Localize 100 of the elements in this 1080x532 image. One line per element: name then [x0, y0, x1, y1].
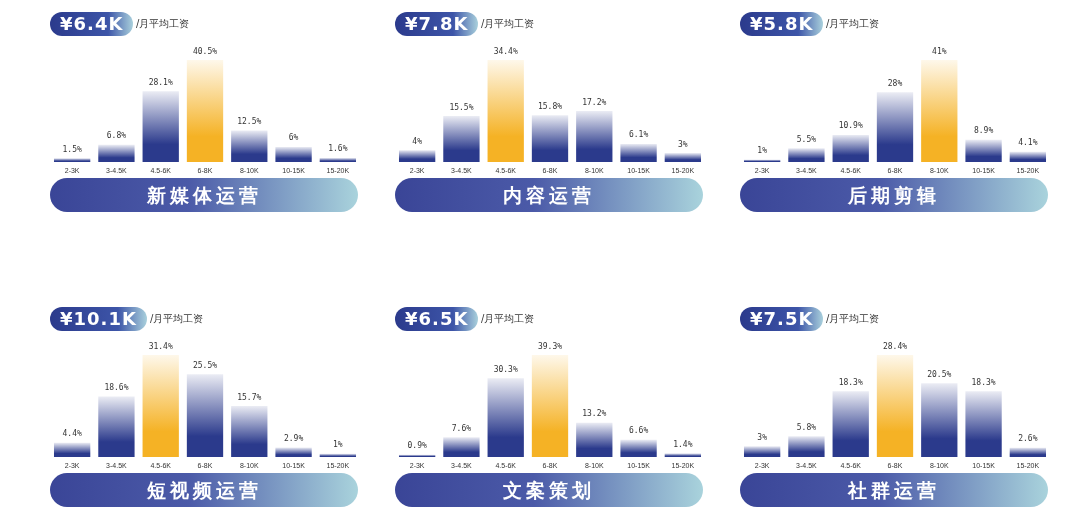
- data-label: 34.4%: [493, 46, 518, 56]
- bar: [319, 453, 357, 457]
- bar: [319, 157, 357, 162]
- data-label: 2.9%: [283, 434, 304, 444]
- bar: [186, 374, 224, 457]
- bar: [788, 148, 825, 162]
- chart-subtitle: ¥7.5K: [740, 307, 824, 331]
- data-label: 17.2%: [582, 97, 607, 107]
- data-label: 28.4%: [882, 341, 908, 351]
- data-label: 8.9%: [973, 126, 994, 136]
- bar: [275, 146, 312, 162]
- data-label: 31.4%: [148, 341, 173, 351]
- chart-subtitle: ¥5.8K: [740, 12, 824, 36]
- bar: [788, 436, 825, 457]
- data-label: 4%: [412, 136, 423, 146]
- data-label: 3%: [757, 432, 768, 442]
- bar: [487, 60, 524, 162]
- data-label: 6.6%: [628, 426, 649, 436]
- chart-subtitle: ¥10.1K: [50, 307, 147, 331]
- data-label: 1.4%: [673, 439, 693, 449]
- data-label: 6%: [288, 133, 299, 143]
- bar: [620, 143, 657, 162]
- text: 后期剪辑: [740, 178, 1048, 212]
- bar: [487, 378, 524, 457]
- bar: [186, 60, 224, 162]
- bar: [876, 355, 914, 457]
- data-label: 1%: [757, 146, 768, 156]
- text: 社群运营: [740, 473, 1048, 507]
- data-label: 41%: [932, 46, 947, 56]
- bar: [832, 391, 869, 457]
- data-label: 1%: [333, 440, 343, 450]
- bar: [876, 92, 914, 162]
- data-label: 40.5%: [192, 46, 218, 56]
- chart-subtitle: ¥6.4K: [50, 12, 134, 36]
- data-label: 18.3%: [838, 377, 863, 387]
- bar: [53, 442, 91, 457]
- bar: [743, 446, 781, 457]
- data-label: 15.7%: [237, 392, 262, 402]
- bar: [620, 439, 657, 457]
- bar: [576, 422, 613, 457]
- data-label: 18.6%: [104, 383, 129, 393]
- text: 新媒体运营: [50, 178, 358, 212]
- bar: [398, 150, 436, 162]
- bar: [142, 91, 179, 162]
- bar: [921, 383, 958, 457]
- data-label: 28%: [887, 78, 903, 88]
- data-label: 2.6%: [1018, 434, 1038, 444]
- data-label: 39.3%: [537, 341, 563, 351]
- data-label: 1.6%: [328, 144, 348, 154]
- text: /月平均工资: [136, 17, 190, 31]
- bar: [965, 139, 1002, 162]
- text: 内容运营: [395, 178, 703, 212]
- data-label: 7.6%: [451, 423, 472, 433]
- chart-subtitle: ¥7.8K: [395, 12, 479, 36]
- bar: [664, 153, 702, 162]
- data-label: 25.5%: [192, 360, 218, 370]
- data-label: 13.2%: [582, 409, 607, 419]
- bar: [1009, 447, 1047, 457]
- bar: [231, 130, 268, 162]
- bar: [1009, 151, 1047, 162]
- data-label: 18.3%: [971, 377, 996, 387]
- text: 短视频运营: [50, 473, 358, 507]
- text: /月平均工资: [826, 17, 880, 31]
- data-label: 5.5%: [796, 134, 817, 144]
- data-label: 20.5%: [927, 369, 952, 379]
- data-label: 0.9%: [407, 441, 427, 451]
- data-label: 15.5%: [449, 102, 474, 112]
- bar: [921, 60, 958, 162]
- text: /月平均工资: [481, 17, 535, 31]
- bar: [443, 116, 480, 162]
- bar: [531, 115, 569, 162]
- data-label: 28.1%: [148, 77, 173, 87]
- data-label: 3%: [678, 139, 688, 149]
- text: /月平均工资: [481, 312, 535, 326]
- bar: [53, 158, 91, 162]
- bar: [231, 406, 268, 457]
- text: /月平均工资: [826, 312, 880, 326]
- bar: [98, 396, 135, 457]
- data-label: 12.5%: [237, 117, 262, 127]
- text: 文案策划: [395, 473, 703, 507]
- data-label: 6.8%: [106, 131, 127, 141]
- data-label: 6.1%: [628, 130, 649, 140]
- data-label: 4.1%: [1018, 138, 1038, 148]
- data-label: 4.4%: [62, 429, 82, 439]
- bar: [275, 447, 312, 457]
- bar: [531, 355, 569, 457]
- data-label: 15.8%: [537, 101, 563, 111]
- data-label: 10.9%: [838, 121, 863, 131]
- bar: [98, 144, 135, 162]
- bar: [832, 134, 869, 162]
- text: /月平均工资: [150, 312, 204, 326]
- chart-subtitle: ¥6.5K: [395, 307, 479, 331]
- data-label: 1.5%: [62, 144, 82, 154]
- bar: [965, 391, 1002, 457]
- bar: [142, 355, 179, 457]
- bar: [664, 453, 702, 457]
- bar: [576, 111, 613, 162]
- data-label: 5.8%: [796, 422, 817, 432]
- data-label: 30.3%: [493, 364, 518, 374]
- bar: [443, 437, 480, 457]
